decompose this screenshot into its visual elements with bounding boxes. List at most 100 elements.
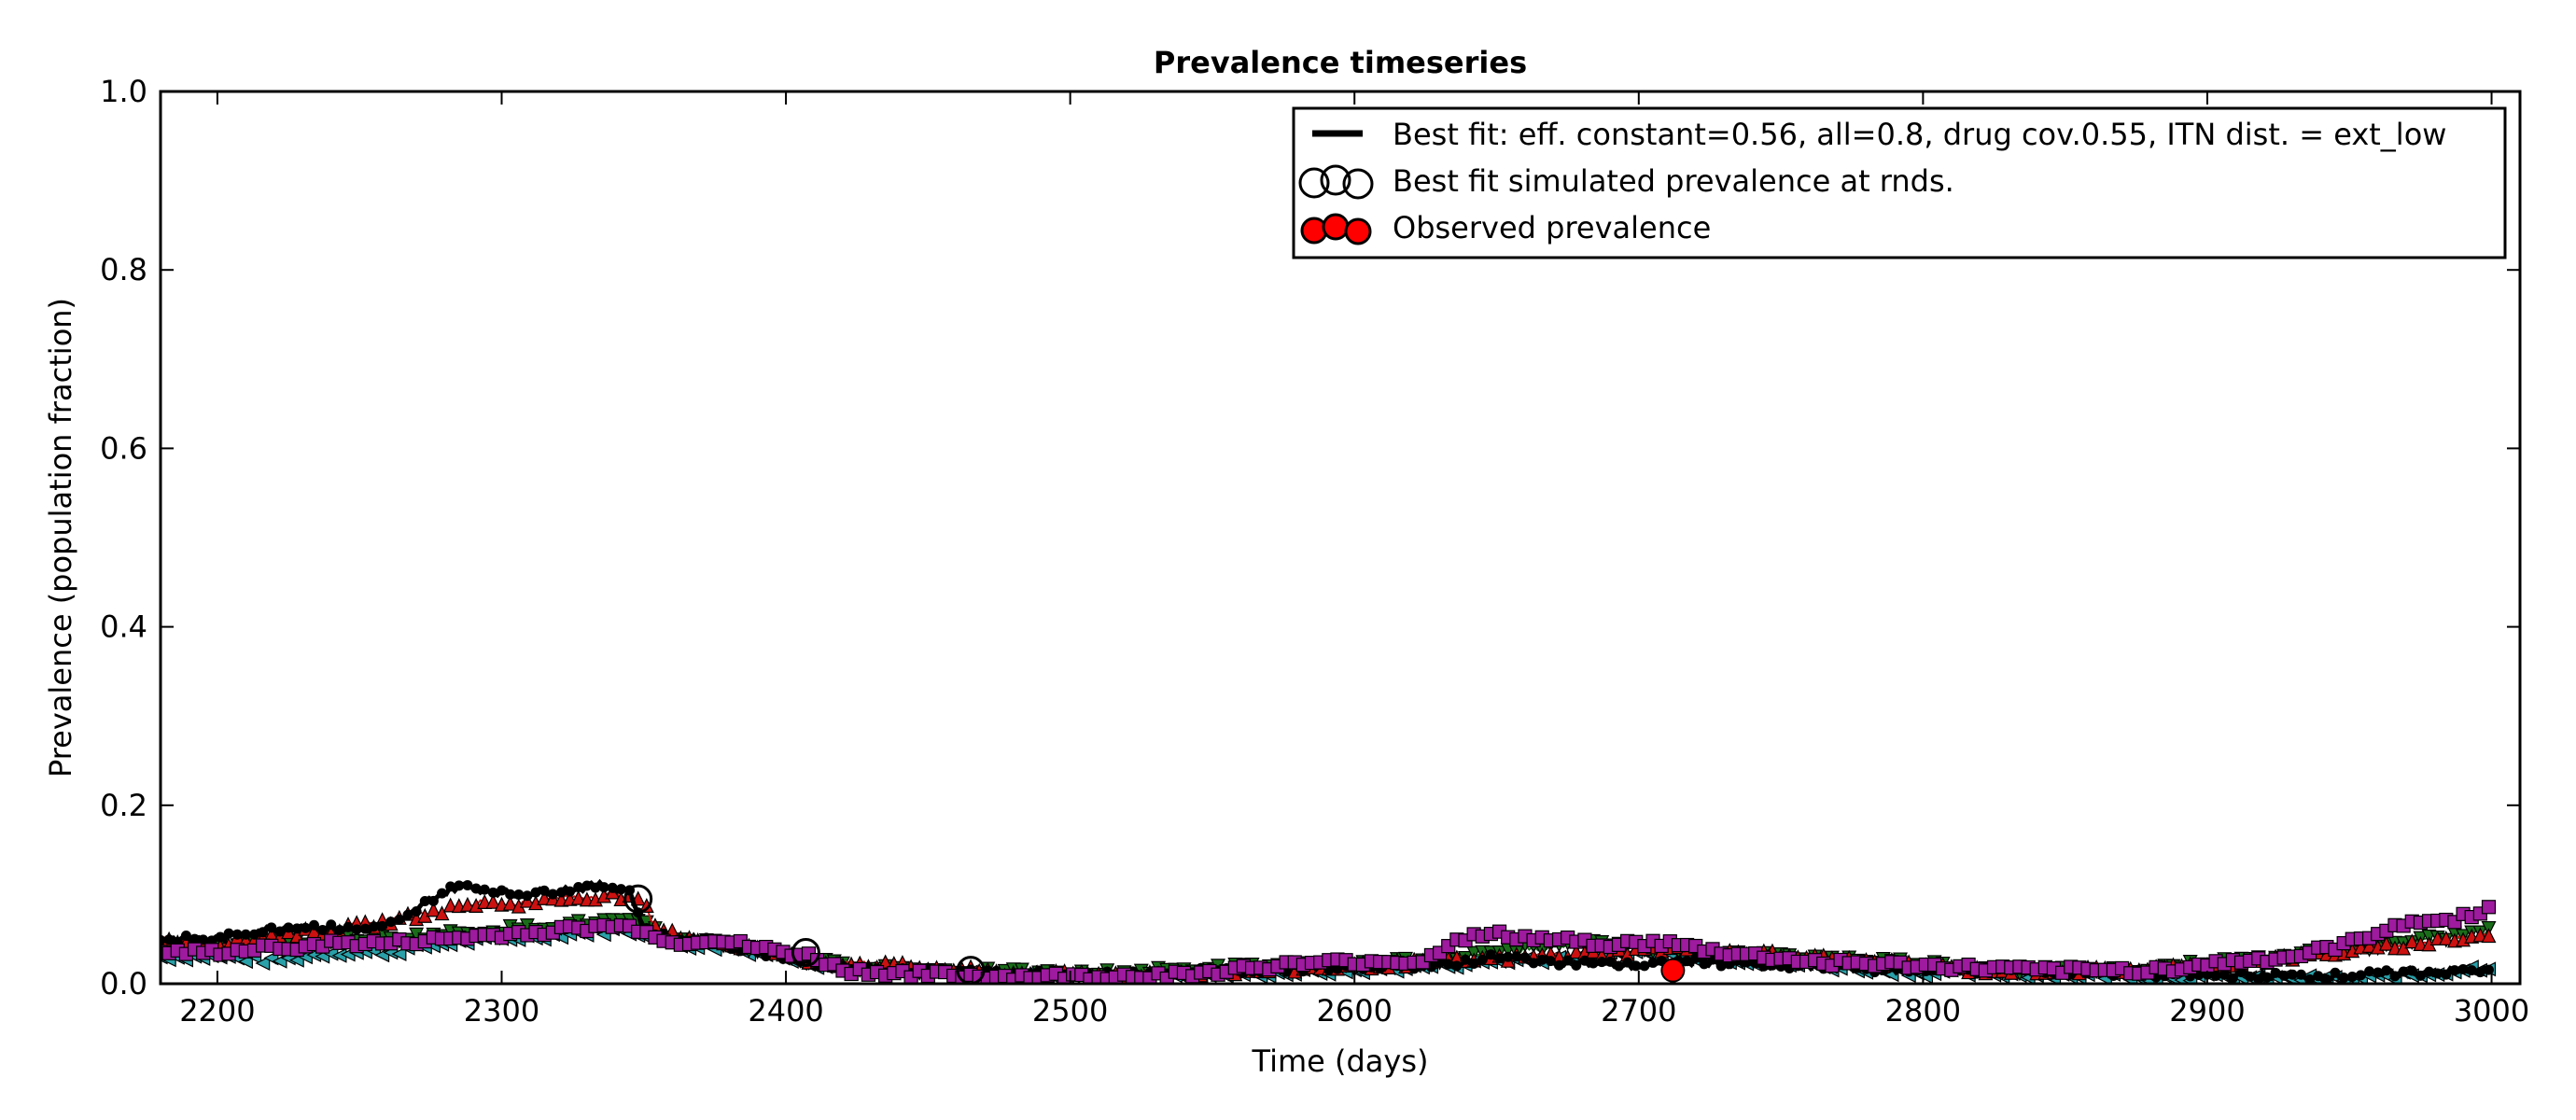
data-point xyxy=(1699,959,1710,970)
data-point xyxy=(459,896,475,912)
y-tick-label: 0.6 xyxy=(100,430,147,466)
data-point xyxy=(223,928,234,939)
data-point xyxy=(1460,954,1471,965)
data-point xyxy=(2287,969,2298,980)
x-axis: 2200 2300 2400 2500 2600 2700 2800 2900 3000 xyxy=(179,91,2529,1029)
data-point xyxy=(2415,970,2426,981)
data-point xyxy=(300,922,311,933)
legend-label-observed: Observed prevalence xyxy=(1393,210,1711,245)
legend-entry-best-fit: Best fit: eff. constant=0.56, all=0.8, d… xyxy=(1312,117,2446,152)
legend-entry-simulated-rounds: Best fit simulated prevalence at rnds. xyxy=(1298,163,1954,200)
data-point xyxy=(1568,944,1584,959)
data-point xyxy=(2338,973,2349,984)
data-point xyxy=(391,946,407,962)
data-point xyxy=(2432,968,2443,979)
data-point xyxy=(2406,965,2417,976)
data-point xyxy=(565,886,576,897)
data-point xyxy=(2261,972,2273,983)
axes-frame xyxy=(159,90,2522,986)
data-point xyxy=(573,882,584,893)
x-tick-label: 2800 xyxy=(1885,993,1961,1029)
data-point xyxy=(1519,952,1531,963)
x-axis-label: Time (days) xyxy=(1252,1043,1429,1079)
data-point xyxy=(1639,960,1650,972)
data-point xyxy=(334,925,345,936)
round-point xyxy=(623,884,653,914)
data-point xyxy=(487,887,498,898)
data-point xyxy=(2361,937,2377,953)
data-point xyxy=(470,883,482,894)
data-point xyxy=(2466,965,2477,976)
data-point xyxy=(479,884,490,895)
data-point xyxy=(1682,956,1693,967)
data-point xyxy=(1545,956,1556,967)
data-point xyxy=(581,880,593,891)
data-point xyxy=(496,885,507,896)
series-simulated-at-rounds xyxy=(623,884,986,984)
data-point xyxy=(1528,958,1539,969)
data-point xyxy=(377,920,388,931)
data-point xyxy=(2481,900,2497,915)
data-point xyxy=(607,882,618,893)
x-tick-label: 2400 xyxy=(748,993,823,1029)
data-point xyxy=(1613,960,1624,972)
data-point xyxy=(2424,966,2435,977)
data-point xyxy=(1443,959,1454,970)
data-point xyxy=(402,909,413,920)
y-tick-label: 0.0 xyxy=(100,966,147,1001)
data-point xyxy=(419,895,430,906)
data-point xyxy=(2438,930,2454,945)
data-point xyxy=(1562,955,1574,966)
data-point xyxy=(2441,969,2452,980)
data-point xyxy=(274,926,286,937)
data-point xyxy=(215,931,226,943)
data-point xyxy=(1571,959,1582,971)
data-point xyxy=(368,921,379,932)
y-tick-label: 0.4 xyxy=(100,609,147,645)
data-point xyxy=(2457,963,2469,974)
x-tick-label: 2600 xyxy=(1317,993,1393,1029)
data-point xyxy=(308,919,319,931)
data-point xyxy=(530,887,541,898)
data-point xyxy=(434,905,450,921)
data-point xyxy=(2270,967,2281,978)
data-point xyxy=(411,905,422,917)
data-point xyxy=(547,889,558,900)
data-point xyxy=(2373,967,2384,978)
data-point xyxy=(266,922,277,933)
legend-filled-circle-swatch xyxy=(1344,217,1372,245)
data-point xyxy=(2278,970,2289,981)
legend-open-circle-swatch xyxy=(1320,164,1351,196)
legend-label-simulated-rounds: Best fit simulated prevalence at rnds. xyxy=(1393,163,1954,199)
x-tick-label: 2300 xyxy=(464,993,539,1029)
round-point xyxy=(791,938,820,968)
data-point xyxy=(1604,956,1616,967)
data-point xyxy=(2449,965,2460,976)
legend-frame xyxy=(1292,106,2507,259)
data-point xyxy=(291,923,302,934)
data-point xyxy=(2474,967,2485,978)
x-tick-label: 2900 xyxy=(2169,993,2245,1029)
data-point xyxy=(598,882,609,893)
data-point xyxy=(255,956,271,972)
data-point xyxy=(2313,971,2324,982)
data-point xyxy=(426,902,441,917)
legend-open-circle-swatch xyxy=(1342,168,1374,200)
series-observed xyxy=(1660,958,1686,983)
legend-open-circle-swatch xyxy=(1298,167,1330,199)
chart-title: Prevalence timeseries xyxy=(1154,45,1527,80)
data-point xyxy=(513,889,525,900)
data-point xyxy=(317,924,329,935)
data-point xyxy=(1494,953,1505,964)
data-point xyxy=(1596,957,1607,968)
data-point xyxy=(283,922,294,933)
data-point xyxy=(351,924,362,935)
y-axis-label: Prevalence (population fraction) xyxy=(43,298,78,777)
data-point xyxy=(163,934,175,945)
data-point xyxy=(1485,949,1496,960)
data-point xyxy=(2389,971,2401,982)
data-point xyxy=(537,889,553,905)
data-point xyxy=(555,887,567,898)
data-point xyxy=(2481,928,2497,944)
data-point xyxy=(1451,960,1463,972)
